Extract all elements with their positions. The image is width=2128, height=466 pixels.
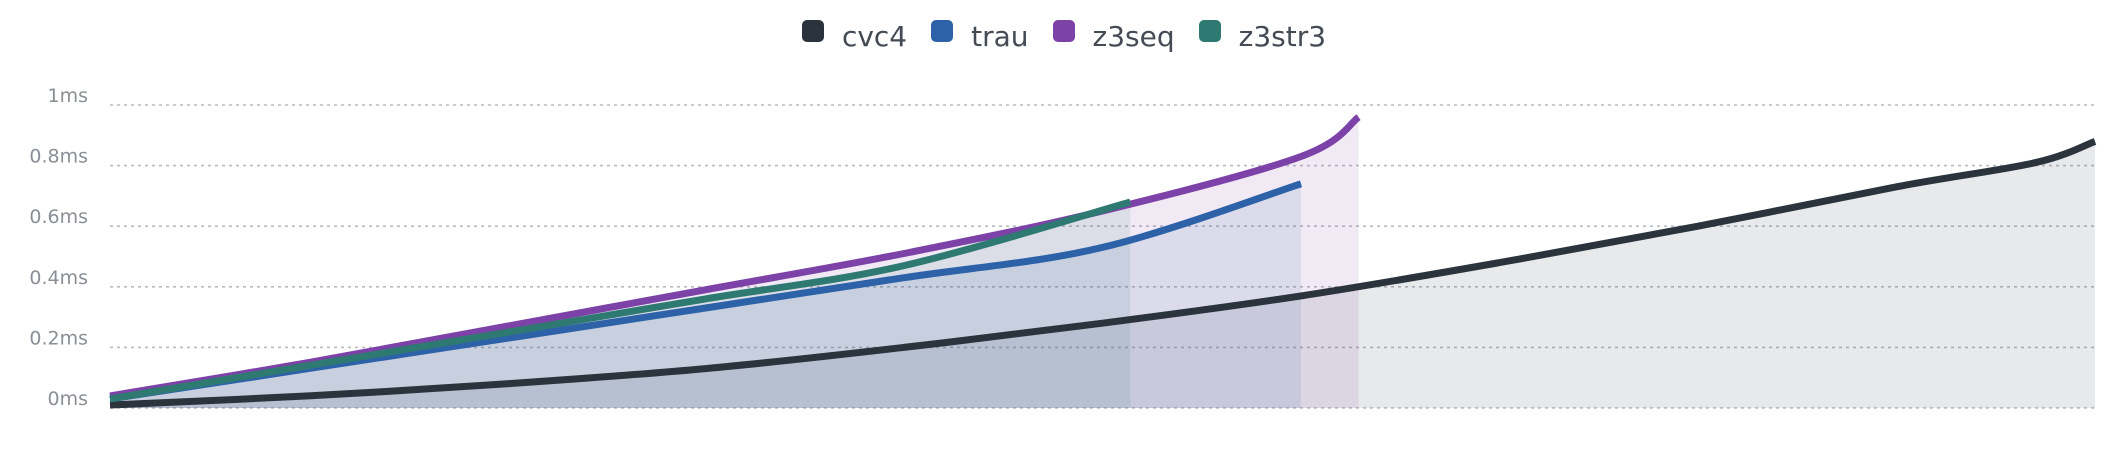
legend-item-cvc4[interactable]: cvc4 bbox=[801, 19, 908, 53]
legend-swatch-cvc4 bbox=[801, 19, 824, 42]
y-tick-label: 0.6ms bbox=[29, 206, 88, 228]
y-tick-label: 0ms bbox=[48, 388, 89, 410]
line-z3str3[interactable] bbox=[109, 198, 1132, 403]
legend-label-z3str3: z3str3 bbox=[1238, 20, 1327, 53]
area-z3seq bbox=[110, 117, 1359, 408]
series-lines bbox=[109, 114, 2097, 409]
legend-swatch-z3str3 bbox=[1198, 19, 1221, 42]
legend-label-cvc4: cvc4 bbox=[841, 20, 908, 53]
legend-item-z3str3[interactable]: z3str3 bbox=[1198, 19, 1327, 53]
legend-label-trau: trau bbox=[971, 20, 1029, 53]
y-tick-label: 0.8ms bbox=[29, 146, 88, 168]
legend-item-z3seq[interactable]: z3seq bbox=[1052, 19, 1175, 53]
legend-label-z3seq: z3seq bbox=[1092, 20, 1175, 53]
y-axis-ticks: 0ms 0.2ms 0.4ms 0.6ms 0.8ms 1ms bbox=[29, 85, 88, 410]
area-cvc4 bbox=[110, 141, 2095, 408]
series-areas bbox=[110, 117, 2095, 408]
legend-swatch-z3seq bbox=[1052, 19, 1075, 42]
y-tick-label: 1ms bbox=[48, 85, 89, 107]
y-tick-label: 0.2ms bbox=[29, 327, 88, 349]
y-tick-label: 0.4ms bbox=[29, 267, 88, 289]
legend-item-trau[interactable]: trau bbox=[931, 19, 1029, 53]
line-cvc4[interactable] bbox=[109, 138, 2097, 409]
area-trau bbox=[110, 183, 1301, 408]
legend: cvc4 trau z3seq z3str3 bbox=[0, 19, 2128, 53]
legend-swatch-trau bbox=[931, 19, 954, 42]
